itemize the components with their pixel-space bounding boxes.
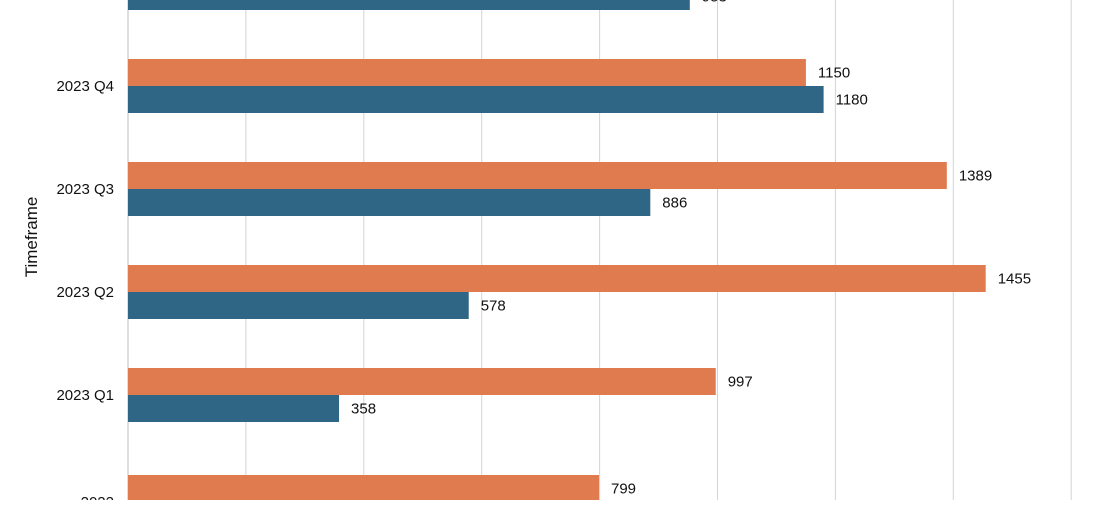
- bar-value-label: 358: [351, 401, 376, 418]
- bar-series-2: [128, 86, 824, 113]
- bar-series-2: [128, 292, 469, 319]
- y-tick-label: 2022: [81, 494, 114, 500]
- bars: [128, 0, 986, 502]
- bar-series-1: [128, 265, 986, 292]
- bar-series-1: [128, 59, 806, 86]
- y-tick-labels: 2022 2023 Q1 2023 Q2 2023 Q3 2023 Q4: [56, 78, 114, 505]
- bar-value-label: 1455: [998, 271, 1031, 288]
- bar-value-label: 997: [728, 374, 753, 391]
- bar-series-2: [128, 0, 690, 10]
- bar-series-2: [128, 395, 340, 422]
- y-tick-label: 2023 Q1: [56, 387, 114, 404]
- y-tick-label: 2023 Q2: [56, 284, 114, 301]
- bar-series-1: [128, 475, 600, 502]
- bar-value-label: 953: [702, 0, 727, 6]
- bar-series-1: [128, 368, 716, 395]
- value-labels: 799 997 358 1455 578 1389 886 1150 1180 953: [351, 0, 1031, 498]
- bar-value-label: 578: [481, 298, 506, 315]
- bar-value-label: 799: [611, 481, 636, 498]
- y-tick-label: 2023 Q3: [56, 181, 114, 198]
- y-axis-title: Timeframe: [22, 197, 41, 278]
- y-tick-label: 2023 Q4: [56, 78, 114, 95]
- bar-series-2: [128, 189, 651, 216]
- bar-value-label: 886: [662, 195, 687, 212]
- bar-value-label: 1180: [836, 92, 868, 109]
- bar-value-label: 1150: [818, 65, 850, 82]
- bar-value-label: 1389: [959, 168, 992, 185]
- bar-series-1: [128, 162, 947, 189]
